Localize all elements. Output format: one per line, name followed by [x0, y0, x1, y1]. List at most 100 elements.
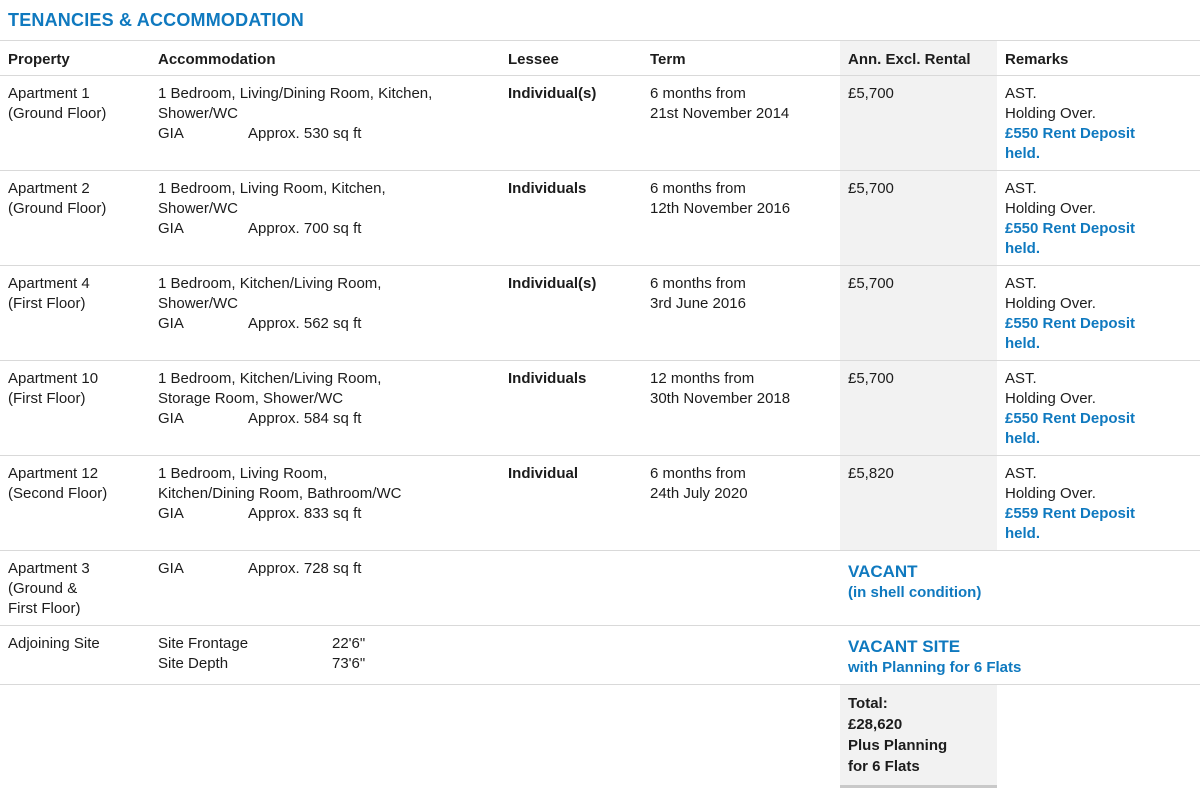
spec-label: Site Frontage — [158, 635, 249, 652]
lessee-cell: Individual(s) — [508, 275, 597, 292]
spec-value: Approx. 728 sq ft — [248, 560, 362, 577]
accommodation-spec: Site Frontage 22'6" — [158, 634, 492, 654]
lessee-cell: Individuals — [508, 180, 587, 197]
remarks-cell: AST. Holding Over. £559 Rent Deposit hel… — [997, 456, 1200, 550]
term-cell — [642, 626, 840, 684]
header-remarks: Remarks — [1005, 51, 1069, 68]
property-cell: Apartment 2 (Ground Floor) — [8, 180, 107, 217]
accommodation-cell: 1 Bedroom, Living Room, Kitchen, Shower/… — [150, 171, 500, 265]
accommodation-spec: GIA Approx. 584 sq ft — [158, 409, 492, 429]
accommodation-desc: 1 Bedroom, Living/Dining Room, Kitchen, … — [158, 85, 433, 122]
table-row-apartment-1: Apartment 1 (Ground Floor) 1 Bedroom, Li… — [0, 76, 1200, 171]
spec-value: Approx. 562 sq ft — [248, 315, 362, 332]
tenancy-table: Property Accommodation Lessee Term Ann. … — [0, 40, 1200, 788]
table-row-apartment-12: Apartment 12 (Second Floor) 1 Bedroom, L… — [0, 456, 1200, 551]
property-cell: Apartment 1 (Ground Floor) — [8, 85, 107, 122]
accommodation-cell: 1 Bedroom, Kitchen/Living Room, Shower/W… — [150, 266, 500, 360]
table-row-apartment-4: Apartment 4 (First Floor) 1 Bedroom, Kit… — [0, 266, 1200, 361]
accommodation-desc: 1 Bedroom, Kitchen/Living Room, Shower/W… — [158, 275, 382, 312]
spec-label: GIA — [158, 315, 184, 332]
spec-value: 22'6" — [332, 635, 366, 652]
spec-label: GIA — [158, 410, 184, 427]
remarks-cell: AST. Holding Over. £550 Rent Deposit hel… — [997, 76, 1200, 170]
lessee-cell: Individual(s) — [508, 85, 597, 102]
accommodation-cell: 1 Bedroom, Living/Dining Room, Kitchen, … — [150, 76, 500, 170]
term-cell — [642, 551, 840, 625]
remarks-deposit: £550 Rent Deposit held. — [1005, 220, 1136, 257]
table-row-apartment-2: Apartment 2 (Ground Floor) 1 Bedroom, Li… — [0, 171, 1200, 266]
remarks-cell: AST. Holding Over. £550 Rent Deposit hel… — [997, 171, 1200, 265]
accommodation-cell: GIA Approx. 728 sq ft — [150, 551, 500, 625]
term-cell: 6 months from 12th November 2016 — [650, 180, 791, 217]
accommodation-spec: GIA Approx. 833 sq ft — [158, 504, 492, 524]
property-cell: Adjoining Site — [8, 635, 100, 652]
header-accommodation: Accommodation — [158, 51, 276, 68]
rental-cell: £5,700 — [840, 266, 997, 360]
total-rental-block: Total: £28,620 Plus Planning for 6 Flats — [840, 685, 997, 788]
table-row-adjoining-site: Adjoining Site Site Frontage 22'6" Site D… — [0, 626, 1200, 685]
lessee-cell — [500, 626, 642, 684]
term-cell: 6 months from 21st November 2014 — [650, 85, 790, 122]
accommodation-spec: Site Depth 73'6" — [158, 654, 492, 674]
remarks-deposit: £550 Rent Deposit held. — [1005, 315, 1136, 352]
term-cell: 6 months from 3rd June 2016 — [650, 275, 746, 312]
page-title: TENANCIES & ACCOMMODATION — [8, 10, 304, 30]
vacant-subtext: (in shell condition) — [848, 584, 982, 601]
spec-label: Site Depth — [158, 655, 229, 672]
remarks-text: AST. Holding Over. — [1005, 180, 1096, 217]
accommodation-spec: GIA Approx. 728 sq ft — [158, 559, 492, 579]
spec-label: GIA — [158, 220, 184, 237]
vacant-status-cell: VACANT (in shell condition) — [840, 551, 1200, 625]
spec-value: Approx. 700 sq ft — [248, 220, 362, 237]
remarks-text: AST. Holding Over. — [1005, 275, 1096, 312]
vacant-status-cell: VACANT SITE with Planning for 6 Flats — [840, 626, 1200, 684]
lessee-cell: Individuals — [508, 370, 587, 387]
term-cell: 12 months from 30th November 2018 — [650, 370, 791, 407]
property-cell: Apartment 12 (Second Floor) — [8, 465, 108, 502]
accommodation-cell: 1 Bedroom, Living Room, Kitchen/Dining R… — [150, 456, 500, 550]
accommodation-desc: 1 Bedroom, Living Room, Kitchen/Dining R… — [158, 465, 402, 502]
spec-value: Approx. 833 sq ft — [248, 505, 362, 522]
tenancy-schedule-page: TENANCIES & ACCOMMODATION Property Accom… — [0, 10, 1200, 800]
table-row-apartment-3: Apartment 3 (Ground & First Floor) GIA Ap… — [0, 551, 1200, 626]
spec-label: GIA — [158, 560, 184, 577]
spec-value: 73'6" — [332, 655, 366, 672]
rental-cell: £5,700 — [840, 171, 997, 265]
header-rental: Ann. Excl. Rental — [840, 41, 997, 75]
total-row: Total: £28,620 Plus Planning for 6 Flats — [0, 685, 1200, 788]
spec-value: Approx. 584 sq ft — [248, 410, 362, 427]
spec-value: Approx. 530 sq ft — [248, 125, 362, 142]
accommodation-spec: GIA Approx. 562 sq ft — [158, 314, 492, 334]
accommodation-desc: 1 Bedroom, Kitchen/Living Room, Storage … — [158, 370, 382, 407]
vacant-heading: VACANT SITE — [848, 637, 961, 656]
vacant-subtext: with Planning for 6 Flats — [848, 659, 1022, 676]
term-cell: 6 months from 24th July 2020 — [650, 465, 748, 502]
header-term: Term — [650, 51, 686, 68]
accommodation-cell: 1 Bedroom, Kitchen/Living Room, Storage … — [150, 361, 500, 455]
property-cell: Apartment 3 (Ground & First Floor) — [8, 560, 90, 617]
remarks-deposit: £550 Rent Deposit held. — [1005, 410, 1136, 447]
header-lessee: Lessee — [508, 51, 559, 68]
lessee-cell — [500, 551, 642, 625]
remarks-text: AST. Holding Over. — [1005, 85, 1096, 122]
rental-cell: £5,820 — [840, 456, 997, 550]
remarks-cell: AST. Holding Over. £550 Rent Deposit hel… — [997, 361, 1200, 455]
property-cell: Apartment 10 (First Floor) — [8, 370, 99, 407]
property-cell: Apartment 4 (First Floor) — [8, 275, 90, 312]
accommodation-cell: Site Frontage 22'6" Site Depth 73'6" — [150, 626, 500, 684]
remarks-text: AST. Holding Over. — [1005, 465, 1096, 502]
lessee-cell: Individual — [508, 465, 579, 482]
vacant-heading: VACANT — [848, 562, 918, 581]
spec-label: GIA — [158, 125, 184, 142]
remarks-deposit: £550 Rent Deposit held. — [1005, 125, 1136, 162]
remarks-cell: AST. Holding Over. £550 Rent Deposit hel… — [997, 266, 1200, 360]
accommodation-spec: GIA Approx. 530 sq ft — [158, 124, 492, 144]
rental-cell: £5,700 — [840, 361, 997, 455]
remarks-text: AST. Holding Over. — [1005, 370, 1096, 407]
remarks-deposit: £559 Rent Deposit held. — [1005, 505, 1136, 542]
table-header-row: Property Accommodation Lessee Term Ann. … — [0, 41, 1200, 76]
accommodation-desc: 1 Bedroom, Living Room, Kitchen, Shower/… — [158, 180, 386, 217]
header-property: Property — [8, 51, 70, 68]
rental-cell: £5,700 — [840, 76, 997, 170]
accommodation-spec: GIA Approx. 700 sq ft — [158, 219, 492, 239]
